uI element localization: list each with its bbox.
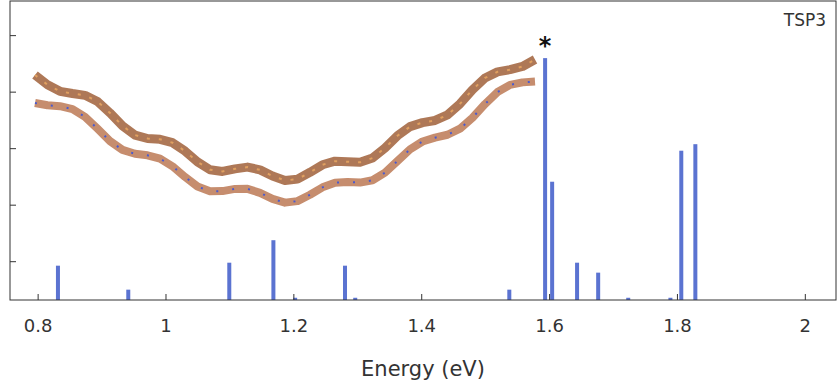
x-tick — [421, 294, 422, 300]
stem — [550, 182, 554, 300]
y-tick — [10, 35, 16, 36]
molecule-strand — [35, 82, 535, 203]
annotation: * — [539, 32, 552, 60]
x-tick-label: 1.2 — [280, 315, 309, 336]
stem — [343, 266, 347, 300]
plot-frame — [10, 1, 836, 300]
x-tick — [165, 294, 166, 300]
stem — [227, 263, 231, 300]
stems — [56, 58, 697, 300]
x-tick-label: 1 — [160, 315, 171, 336]
stem — [271, 240, 275, 300]
x-tick-label: 2 — [800, 315, 811, 336]
x-axis-label: Energy (eV) — [361, 357, 485, 381]
x-tick — [293, 294, 294, 300]
chart: 0.8 1 1.2 1.4 1.6 1.8 2 Energy (eV) TSP3 * — [0, 0, 838, 383]
stem — [56, 266, 60, 300]
molecule-strand — [35, 59, 535, 180]
stem — [507, 290, 511, 300]
stem — [596, 273, 600, 300]
x-tick — [805, 294, 806, 300]
stem — [679, 151, 683, 300]
y-tick — [10, 92, 16, 93]
y-tick — [10, 261, 16, 262]
y-tick — [10, 205, 16, 206]
x-tick-label: 0.8 — [24, 315, 53, 336]
stem — [543, 58, 547, 300]
molecule-illustration — [35, 59, 535, 202]
title: TSP3 — [783, 10, 826, 30]
x-tick-label: 1.8 — [663, 315, 692, 336]
x-tick-label: 1.4 — [407, 315, 436, 336]
x-tick-label: 1.6 — [535, 315, 564, 336]
molecule-atoms — [35, 82, 535, 203]
x-tick — [38, 294, 39, 300]
y-tick — [10, 148, 16, 149]
stem — [693, 144, 697, 300]
x-tick — [677, 294, 678, 300]
stem — [126, 290, 130, 300]
x-tick — [549, 294, 550, 300]
stem — [575, 263, 579, 300]
molecule-atoms — [35, 59, 535, 180]
